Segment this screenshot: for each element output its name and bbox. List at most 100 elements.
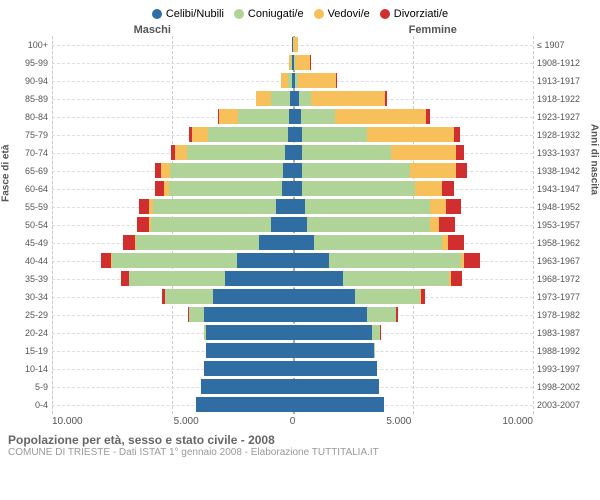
age-label: 60-64 bbox=[8, 180, 48, 198]
male-bar bbox=[52, 216, 293, 234]
bar-segment bbox=[206, 343, 293, 358]
bar-segment bbox=[293, 217, 307, 232]
age-label: 35-39 bbox=[8, 270, 48, 288]
header-male: Maschi bbox=[52, 24, 293, 36]
pyramid-row bbox=[52, 396, 533, 414]
year-label: 1963-1967 bbox=[537, 252, 592, 270]
bar-segment bbox=[451, 271, 462, 286]
bar-segment bbox=[189, 307, 203, 322]
bar-segment bbox=[329, 253, 461, 268]
male-bar bbox=[52, 162, 293, 180]
legend-label: Celibi/Nubili bbox=[166, 8, 224, 20]
year-label: 1928-1932 bbox=[537, 126, 592, 144]
age-label: 10-14 bbox=[8, 360, 48, 378]
bar-segment bbox=[293, 397, 384, 412]
header-female: Femmine bbox=[293, 24, 534, 36]
male-bar bbox=[52, 342, 293, 360]
legend-swatch bbox=[152, 9, 162, 19]
bar-segment bbox=[283, 163, 293, 178]
bar-segment bbox=[311, 91, 386, 106]
age-label: 0-4 bbox=[8, 396, 48, 414]
pyramid-row bbox=[52, 90, 533, 108]
year-label: 1933-1937 bbox=[537, 144, 592, 162]
male-bar bbox=[52, 270, 293, 288]
bar-segment bbox=[256, 91, 270, 106]
pyramid-row bbox=[52, 162, 533, 180]
bar-segment bbox=[155, 181, 163, 196]
pyramid-row bbox=[52, 72, 533, 90]
year-label: 1918-1922 bbox=[537, 90, 592, 108]
female-bar bbox=[293, 396, 534, 414]
bar-segment bbox=[335, 109, 426, 124]
male-bar bbox=[52, 360, 293, 378]
pyramid-row bbox=[52, 108, 533, 126]
age-label: 80-84 bbox=[8, 108, 48, 126]
bar-segment bbox=[456, 163, 467, 178]
legend-label: Vedovi/e bbox=[328, 8, 370, 20]
age-label: 40-44 bbox=[8, 252, 48, 270]
legend-swatch bbox=[234, 9, 244, 19]
female-bar bbox=[293, 306, 534, 324]
male-bar bbox=[52, 288, 293, 306]
y-axis-age: 100+95-9990-9485-8980-8475-7970-7465-696… bbox=[8, 36, 52, 414]
male-bar bbox=[52, 108, 293, 126]
bar-segment bbox=[219, 109, 238, 124]
age-label: 75-79 bbox=[8, 126, 48, 144]
female-bar bbox=[293, 90, 534, 108]
female-bar bbox=[293, 126, 534, 144]
age-label: 30-34 bbox=[8, 288, 48, 306]
age-label: 50-54 bbox=[8, 216, 48, 234]
bar-segment bbox=[295, 55, 311, 70]
pyramid-row bbox=[52, 378, 533, 396]
bar-segment bbox=[464, 253, 480, 268]
chart-source: COMUNE DI TRIESTE - Dati ISTAT 1° gennai… bbox=[8, 447, 592, 458]
male-bar bbox=[52, 234, 293, 252]
pyramid-row bbox=[52, 342, 533, 360]
bar-segment bbox=[456, 145, 464, 160]
bar-segment bbox=[293, 199, 305, 214]
male-bar bbox=[52, 180, 293, 198]
y-axis-year: ≤ 19071908-19121913-19171918-19221923-19… bbox=[533, 36, 592, 414]
bar-segment bbox=[238, 109, 289, 124]
pyramid-row bbox=[52, 234, 533, 252]
bar-segment bbox=[430, 217, 440, 232]
bar-segment bbox=[208, 127, 287, 142]
bar-segment bbox=[293, 307, 368, 322]
year-label: 1938-1942 bbox=[537, 162, 592, 180]
pyramid-row bbox=[52, 54, 533, 72]
bar-segment bbox=[439, 217, 455, 232]
bar-segment bbox=[165, 289, 213, 304]
bar-segment bbox=[206, 325, 293, 340]
female-bar bbox=[293, 252, 534, 270]
bar-segment bbox=[307, 217, 430, 232]
bar-segment bbox=[314, 235, 441, 250]
year-label: 1943-1947 bbox=[537, 180, 592, 198]
bar-segment bbox=[285, 145, 292, 160]
male-bar bbox=[52, 54, 293, 72]
bar-segment bbox=[293, 181, 303, 196]
pyramid-row bbox=[52, 198, 533, 216]
bar-segment bbox=[201, 379, 292, 394]
female-bar bbox=[293, 270, 534, 288]
bar-segment bbox=[271, 217, 293, 232]
legend-item: Vedovi/e bbox=[314, 8, 370, 20]
bar-segment bbox=[396, 307, 397, 322]
bar-segment bbox=[112, 253, 237, 268]
female-bar bbox=[293, 234, 534, 252]
male-bar bbox=[52, 378, 293, 396]
population-pyramid: Fasce di età 100+95-9990-9485-8980-8475-… bbox=[8, 36, 592, 414]
legend: Celibi/NubiliConiugati/eVedovi/eDivorzia… bbox=[8, 8, 592, 20]
male-bar bbox=[52, 324, 293, 342]
bar-segment bbox=[161, 163, 169, 178]
pyramid-row bbox=[52, 216, 533, 234]
pyramid-row bbox=[52, 288, 533, 306]
bar-segment bbox=[293, 289, 356, 304]
year-label: 1958-1962 bbox=[537, 234, 592, 252]
bar-segment bbox=[192, 127, 209, 142]
age-label: 45-49 bbox=[8, 234, 48, 252]
x-tick: 0 bbox=[290, 416, 296, 427]
bar-segment bbox=[454, 127, 460, 142]
female-bar bbox=[293, 216, 534, 234]
year-label: 1998-2002 bbox=[537, 378, 592, 396]
age-label: 20-24 bbox=[8, 324, 48, 342]
